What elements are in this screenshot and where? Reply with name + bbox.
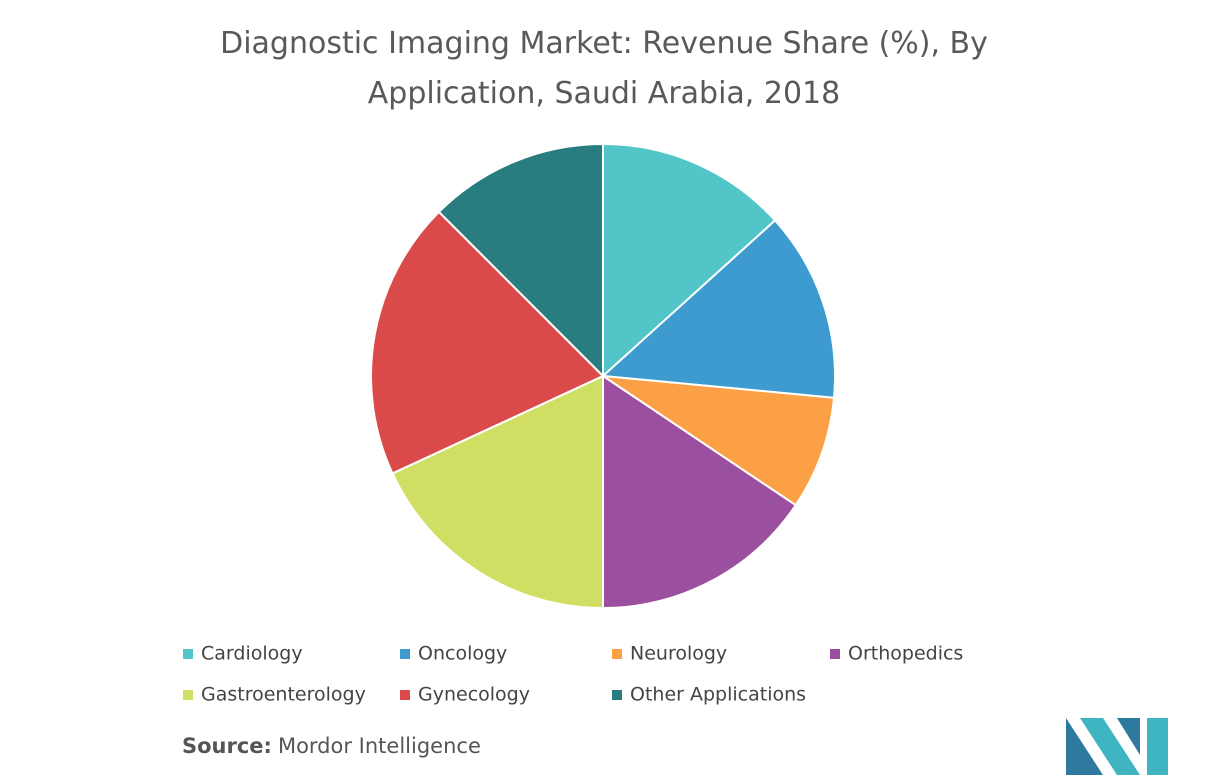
legend-swatch <box>400 649 410 659</box>
pie-slice <box>602 374 798 610</box>
pie-slice <box>437 142 604 379</box>
logo <box>1066 718 1168 775</box>
pie-slice <box>602 375 836 507</box>
chart-title: Diagnostic Imaging Market: Revenue Share… <box>220 26 988 111</box>
pie-slice <box>370 210 605 475</box>
legend-label: Oncology <box>418 643 507 665</box>
legend-swatch <box>612 649 622 659</box>
legend-swatch <box>183 690 193 700</box>
pie-slice <box>602 142 777 379</box>
legend-label: Orthopedics <box>848 643 963 665</box>
legend-label: Other Applications <box>630 684 806 706</box>
legend-swatch <box>830 649 840 659</box>
legend-swatch <box>612 690 622 700</box>
legend-label: Cardiology <box>201 643 303 665</box>
source: Source: Mordor Intelligence <box>182 734 481 758</box>
legend-label: Gynecology <box>418 684 530 706</box>
source-text: Mordor Intelligence <box>278 734 481 758</box>
legend-swatch <box>400 690 410 700</box>
pie-slice <box>391 374 604 610</box>
pie-slice <box>600 218 836 399</box>
legend-label: Neurology <box>630 643 727 665</box>
source-label: Source: <box>182 734 272 758</box>
legend-swatch <box>183 649 193 659</box>
legend-label: Gastroenterology <box>201 684 366 706</box>
